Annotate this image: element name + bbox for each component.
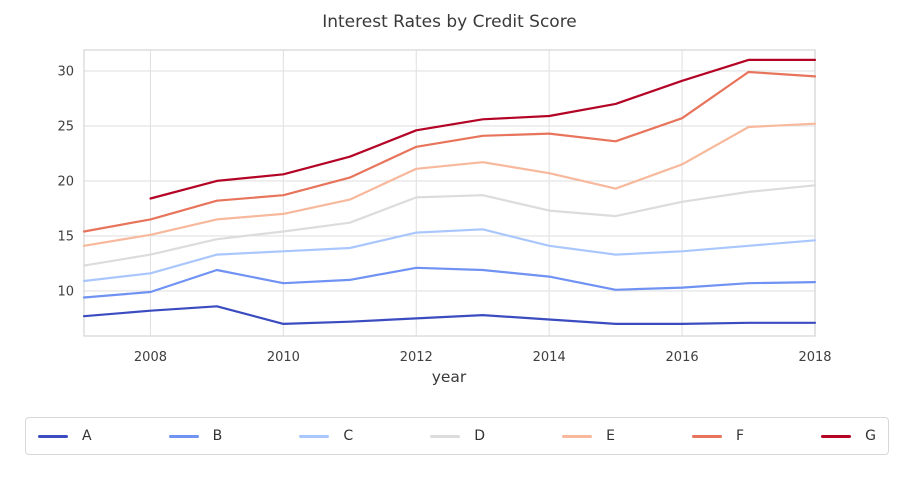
y-tick-label: 30	[57, 64, 74, 79]
chart-title: Interest Rates by Credit Score	[322, 12, 577, 32]
x-axis-label: year	[432, 368, 467, 386]
y-tick-label: 15	[57, 229, 74, 244]
x-tick-label: 2014	[533, 350, 566, 365]
legend-label: E	[606, 428, 615, 444]
series-line-A	[82, 305, 817, 325]
legend-swatch-D	[430, 434, 461, 438]
series-line-D	[82, 184, 817, 267]
y-tick-label: 20	[57, 174, 74, 189]
legend-label: D	[474, 428, 485, 444]
legend-entry-C: C	[299, 428, 353, 444]
y-tick-label: 10	[57, 284, 74, 299]
y-tick-label: 25	[57, 119, 74, 134]
series-line-F	[82, 70, 817, 233]
plot-area: 2008 2010 2012 2014 2016 2018 10 15 20 25 30 year	[57, 49, 832, 386]
legend-label: B	[212, 428, 223, 444]
legend-label: G	[865, 428, 876, 444]
legend-entry-E: E	[562, 428, 615, 444]
legend-swatch-C	[299, 434, 330, 438]
series-line-B	[82, 266, 817, 299]
legend-entry-D: D	[430, 428, 485, 444]
x-tick-label: 2016	[666, 350, 699, 365]
x-tick-label: 2018	[798, 350, 831, 365]
legend-swatch-E	[562, 434, 593, 438]
legend-entry-G: G	[821, 428, 876, 444]
legend-entry-B: B	[168, 428, 223, 444]
series-line-C	[82, 228, 817, 283]
legend-label: C	[343, 428, 354, 444]
legend-label: F	[736, 428, 745, 444]
x-tick-label: 2012	[400, 350, 433, 365]
series-line-E	[82, 122, 817, 247]
legend-entry-A: A	[38, 428, 92, 444]
legend-swatch-G	[821, 434, 852, 438]
plot-border	[83, 49, 816, 337]
x-tick-label: 2010	[267, 350, 300, 365]
x-tick-label: 2008	[134, 350, 167, 365]
legend-swatch-B	[168, 434, 199, 438]
legend-swatch-A	[38, 434, 68, 438]
legend: A B C D E F G	[25, 417, 889, 455]
legend-entry-F: F	[692, 428, 744, 444]
legend-swatch-F	[692, 434, 722, 438]
legend-label: A	[82, 428, 92, 444]
series-line-G	[149, 58, 817, 200]
